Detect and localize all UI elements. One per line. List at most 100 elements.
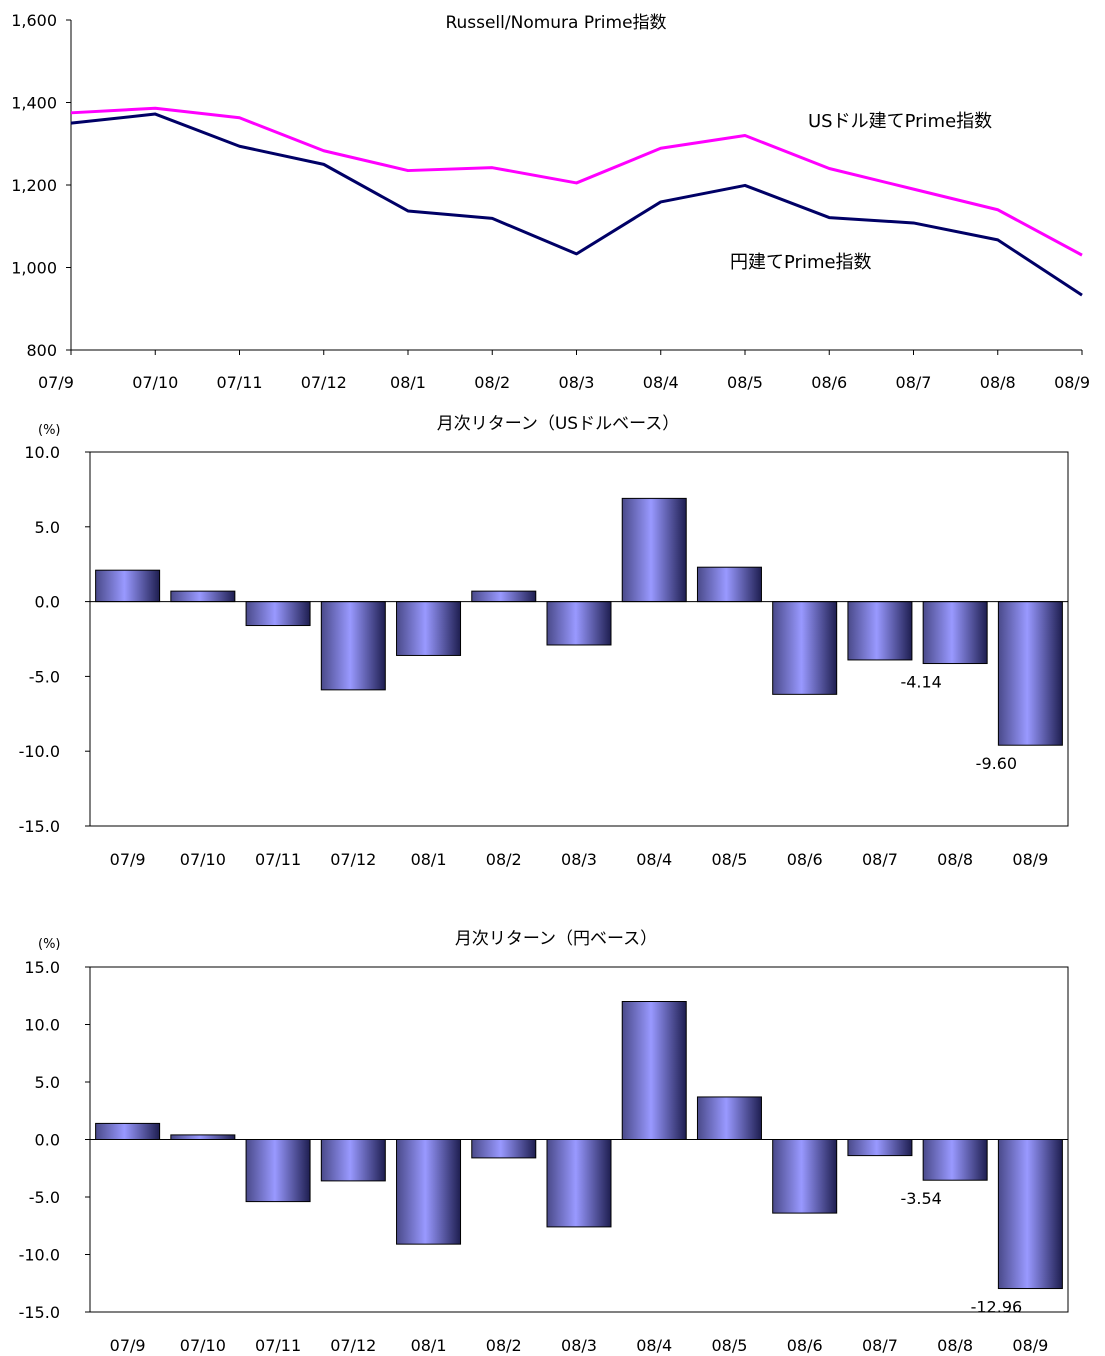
line-x-tick-label: 08/2 <box>474 373 510 392</box>
jpy-x-tick-label: 08/3 <box>561 1336 597 1355</box>
usd-y-tick-label: -10.0 <box>19 742 60 761</box>
usd-bar-07-11 <box>245 601 311 627</box>
line-x-tick-label: 08/9 <box>1054 373 1090 392</box>
line-y-tick-label: 1,400 <box>11 94 57 113</box>
line-y-tick-label: 1,600 <box>11 11 57 30</box>
usd-data-label: -9.60 <box>976 754 1017 773</box>
jpy-x-tick-label: 07/12 <box>330 1336 376 1355</box>
line-x-tick-label: 08/3 <box>559 373 595 392</box>
line-y-tick-label: 800 <box>26 341 57 360</box>
jpy-bar-chart-unit: (%) <box>38 937 61 952</box>
usd-y-tick-label: -15.0 <box>19 817 60 836</box>
usd-x-tick-label: 08/8 <box>937 850 973 869</box>
usd-x-tick-label: 07/11 <box>255 850 301 869</box>
jpy-x-tick-label: 08/2 <box>486 1336 522 1355</box>
usd-x-tick-label: 08/4 <box>636 850 672 869</box>
jpy-x-tick-label: 08/9 <box>1012 1336 1048 1355</box>
usd-bar-08-4 <box>621 497 687 603</box>
jpy-y-tick-label: -5.0 <box>29 1188 60 1207</box>
usd-bar-08-9 <box>997 601 1063 746</box>
usd-x-tick-label: 08/9 <box>1012 850 1048 869</box>
usd-bar-chart-unit: (%) <box>38 423 61 438</box>
jpy-bar-08-8 <box>922 1139 988 1181</box>
jpy-data-label: -12.96 <box>971 1298 1023 1317</box>
line-x-tick-label: 08/1 <box>390 373 426 392</box>
jpy-monthly-return-bar-chart: 月次リターン（円ベース） (%) 15.0 10.0 5.0 0.0 -5.0 -10.0… <box>19 929 1069 1355</box>
line-x-tick-label: 07/11 <box>216 373 262 392</box>
jpy-bar-08-3 <box>546 1139 612 1228</box>
jpy-y-tick-label: 15.0 <box>24 958 60 977</box>
jpy-y-tick-label: 5.0 <box>35 1073 60 1092</box>
jpy-bar-08-5 <box>696 1096 762 1140</box>
jpy-y-tick-label: -10.0 <box>19 1246 60 1265</box>
line-x-tick-label: 07/9 <box>38 373 74 392</box>
usd-bar-08-3 <box>546 601 612 646</box>
usd-bar-chart-title: 月次リターン（USドルベース） <box>437 414 680 434</box>
usd-bar-08-8 <box>922 601 988 665</box>
jpy-data-label: -3.54 <box>900 1189 941 1208</box>
usd-series-label: USドル建てPrime指数 <box>808 111 992 132</box>
usd-x-tick-label: 07/12 <box>330 850 376 869</box>
jpy-y-tick-label: 0.0 <box>35 1131 60 1150</box>
usd-monthly-return-bar-chart: 月次リターン（USドルベース） (%) 10.0 5.0 0.0 -5.0 -10.0 -… <box>19 414 1069 869</box>
jpy-x-tick-label: 08/7 <box>862 1336 898 1355</box>
usd-x-tick-label: 08/3 <box>561 850 597 869</box>
jpy-x-tick-label: 08/8 <box>937 1336 973 1355</box>
usd-bar-08-5 <box>696 566 762 603</box>
usd-bar-08-1 <box>396 601 462 656</box>
jpy-bar-chart-title: 月次リターン（円ベース） <box>455 929 657 949</box>
jpy-bar-08-4 <box>621 1001 687 1140</box>
line-y-tick-label: 1,000 <box>11 259 57 278</box>
jpy-x-tick-label: 07/11 <box>255 1336 301 1355</box>
usd-y-tick-label: 10.0 <box>24 443 60 462</box>
jpy-index-line <box>70 112 1083 297</box>
jpy-x-tick-label: 07/9 <box>110 1336 146 1355</box>
usd-bar-08-7 <box>847 601 913 661</box>
jpy-x-tick-label: 08/6 <box>787 1336 823 1355</box>
jpy-x-tick-label: 08/5 <box>711 1336 747 1355</box>
usd-x-tick-label: 07/9 <box>110 850 146 869</box>
jpy-bar-07-11 <box>245 1139 311 1203</box>
jpy-bar-07-10 <box>170 1134 236 1141</box>
usd-index-line <box>70 106 1083 257</box>
usd-bar-07-9 <box>95 569 161 603</box>
usd-x-tick-label: 08/2 <box>486 850 522 869</box>
jpy-bar-08-7 <box>847 1139 913 1157</box>
usd-bar-08-2 <box>471 590 537 603</box>
usd-data-label: -4.14 <box>900 673 941 692</box>
usd-x-tick-label: 08/5 <box>711 850 747 869</box>
jpy-bar-07-9 <box>95 1122 161 1141</box>
jpy-bar-08-6 <box>772 1139 838 1214</box>
usd-x-tick-label: 08/7 <box>862 850 898 869</box>
jpy-bar-08-2 <box>471 1139 537 1159</box>
usd-bar-08-6 <box>772 601 838 695</box>
line-x-tick-label: 07/10 <box>132 373 178 392</box>
jpy-bar-08-9 <box>997 1139 1063 1290</box>
line-x-tick-label: 08/4 <box>643 373 679 392</box>
line-y-tick-label: 1,200 <box>11 176 57 195</box>
usd-y-tick-label: -5.0 <box>29 667 60 686</box>
jpy-bar-07-12 <box>320 1139 386 1182</box>
usd-x-tick-label: 07/10 <box>180 850 226 869</box>
jpy-x-tick-label: 07/10 <box>180 1336 226 1355</box>
line-x-tick-label: 08/7 <box>896 373 932 392</box>
line-x-tick-label: 08/5 <box>727 373 763 392</box>
usd-bar-07-12 <box>320 601 386 691</box>
line-x-tick-label: 08/8 <box>980 373 1016 392</box>
jpy-y-tick-label: 10.0 <box>24 1016 60 1035</box>
usd-x-tick-label: 08/6 <box>787 850 823 869</box>
usd-y-tick-label: 5.0 <box>35 518 60 537</box>
prime-index-line-chart: Russell/Nomura Prime指数 800 1,000 1,200 1,40… <box>11 11 1090 392</box>
usd-y-tick-label: 0.0 <box>35 593 60 612</box>
jpy-series-label: 円建てPrime指数 <box>730 252 872 273</box>
usd-plot-frame <box>89 451 1069 827</box>
usd-x-tick-label: 08/1 <box>411 850 447 869</box>
jpy-x-tick-label: 08/4 <box>636 1336 672 1355</box>
jpy-y-tick-label: -15.0 <box>19 1303 60 1322</box>
usd-bar-07-10 <box>170 590 236 603</box>
jpy-x-tick-label: 08/1 <box>411 1336 447 1355</box>
jpy-bar-08-1 <box>396 1139 462 1245</box>
line-x-tick-label: 07/12 <box>301 373 347 392</box>
line-chart-title: Russell/Nomura Prime指数 <box>445 13 666 33</box>
